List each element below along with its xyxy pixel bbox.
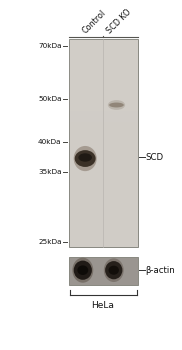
Text: SCD KO: SCD KO — [105, 7, 132, 35]
Bar — [69, 226, 138, 236]
Bar — [69, 91, 138, 101]
Text: HeLa: HeLa — [91, 301, 114, 310]
Ellipse shape — [74, 260, 92, 280]
Bar — [69, 122, 138, 132]
Ellipse shape — [75, 150, 96, 167]
Bar — [69, 49, 138, 59]
Bar — [69, 70, 138, 80]
Text: 35kDa: 35kDa — [38, 169, 62, 175]
Text: β-actin: β-actin — [146, 266, 175, 275]
Ellipse shape — [78, 153, 92, 162]
Ellipse shape — [77, 265, 88, 275]
Bar — [69, 153, 138, 163]
Bar — [69, 111, 138, 122]
Text: SCD: SCD — [146, 153, 164, 162]
Bar — [69, 195, 138, 205]
Bar — [69, 205, 138, 216]
Ellipse shape — [74, 146, 97, 171]
Ellipse shape — [104, 258, 124, 282]
Bar — [69, 163, 138, 174]
Bar — [69, 257, 138, 285]
Ellipse shape — [105, 261, 122, 279]
Bar — [69, 184, 138, 195]
Text: Control: Control — [80, 8, 107, 35]
Bar — [69, 60, 138, 70]
Bar — [69, 236, 138, 247]
Ellipse shape — [109, 103, 124, 107]
Bar — [69, 101, 138, 111]
Text: 50kDa: 50kDa — [38, 96, 62, 102]
Text: 40kDa: 40kDa — [38, 139, 62, 145]
Bar — [69, 38, 138, 247]
Ellipse shape — [108, 100, 125, 110]
Text: 25kDa: 25kDa — [38, 238, 62, 245]
Ellipse shape — [108, 266, 119, 275]
Bar — [69, 132, 138, 143]
Bar — [69, 143, 138, 153]
Ellipse shape — [72, 258, 93, 283]
Bar — [69, 174, 138, 184]
Bar — [69, 80, 138, 91]
Bar — [69, 38, 138, 49]
Text: 70kDa: 70kDa — [38, 42, 62, 49]
Bar — [69, 216, 138, 226]
